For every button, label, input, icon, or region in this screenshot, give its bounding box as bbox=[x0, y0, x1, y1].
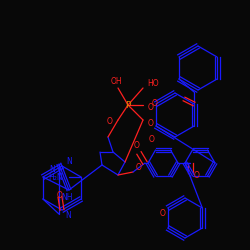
Text: O: O bbox=[136, 164, 142, 172]
Text: HO: HO bbox=[147, 78, 159, 88]
Text: N: N bbox=[65, 212, 71, 220]
Text: O: O bbox=[57, 190, 63, 200]
Text: O: O bbox=[152, 98, 158, 108]
Text: H₂N: H₂N bbox=[48, 172, 63, 182]
Text: O: O bbox=[194, 172, 200, 180]
Text: O: O bbox=[149, 136, 155, 144]
Text: O: O bbox=[160, 208, 166, 218]
Text: P: P bbox=[125, 100, 131, 110]
Text: N: N bbox=[66, 156, 72, 166]
Text: NH: NH bbox=[62, 192, 73, 202]
Text: O: O bbox=[107, 118, 113, 126]
Text: OH: OH bbox=[110, 78, 122, 86]
Text: O: O bbox=[134, 142, 140, 150]
Text: N: N bbox=[49, 164, 55, 173]
Text: O: O bbox=[148, 104, 154, 112]
Text: O: O bbox=[148, 118, 154, 128]
